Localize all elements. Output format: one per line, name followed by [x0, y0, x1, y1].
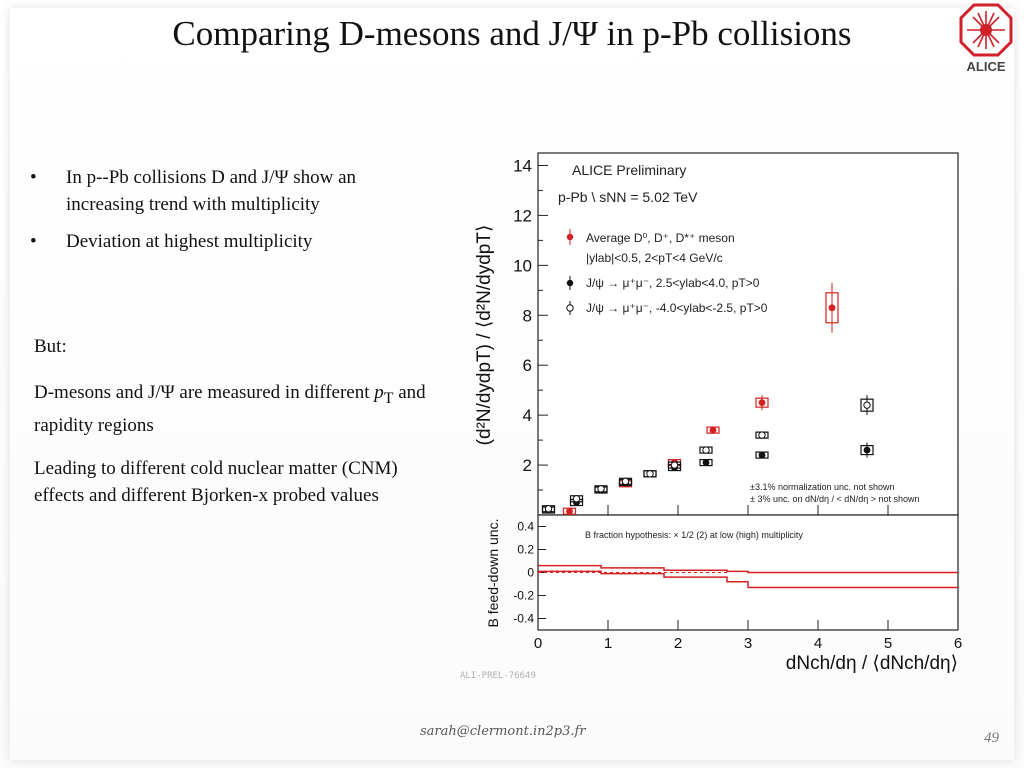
open-marker	[670, 461, 679, 469]
footer-email: sarah@clermont.in2p3.fr	[420, 724, 586, 739]
data-point	[699, 458, 713, 467]
alice-logo-icon: ALICE	[959, 3, 1013, 74]
y-tick-label: 14	[513, 156, 532, 175]
y-tick-label: 2	[523, 456, 532, 475]
legend-label-d-meson: Average D⁰, D⁺, D*⁺ meson	[586, 231, 735, 245]
chart-legend: Average D⁰, D⁺, D*⁺ meson |ylab|<0.5, 2<…	[566, 229, 768, 315]
pt-subscript: T	[383, 389, 394, 407]
but-label: But:	[34, 336, 67, 357]
filled-marker	[702, 459, 710, 466]
data-point	[618, 477, 633, 485]
x-tick-label: 0	[534, 635, 542, 652]
open-marker	[863, 401, 871, 409]
open-marker	[702, 446, 710, 454]
open-marker	[544, 505, 553, 513]
logo-text: ALICE	[967, 59, 1006, 74]
data-point	[699, 446, 713, 454]
main-y-axis-label: (d²N/dydpT) / ⟨d²N/dydpT⟩	[474, 225, 495, 446]
bullet-list: • In p--Pb collisions D and J/Ψ show an …	[30, 164, 430, 265]
feeddown-lines	[538, 564, 958, 589]
lower-y-axis-label: B feed-down unc.	[485, 519, 501, 628]
data-point	[755, 431, 769, 439]
bullet-text: Deviation at highest multiplicity	[66, 231, 313, 252]
dndeta-uncertainty-note: ± 3% unc. on dN/dη / < dN/dη > not shown	[750, 494, 920, 504]
lower-y-tick-label: 0	[527, 566, 534, 580]
lower-y-tick-label: -0.4	[513, 612, 534, 626]
data-point	[667, 461, 682, 469]
filled-marker	[709, 426, 717, 434]
filled-marker	[828, 304, 836, 312]
filled-marker	[758, 399, 766, 407]
data-point	[755, 451, 769, 459]
data-points	[541, 282, 874, 515]
lower-y-tick-label: -0.2	[513, 589, 534, 603]
y-tick-label: 8	[523, 306, 532, 325]
data-point	[594, 485, 608, 493]
x-tick-label: 4	[814, 635, 822, 652]
data-point	[643, 470, 657, 478]
systematic-box	[825, 292, 839, 324]
paragraph-measurement-regions: D-mesons and J/Ψ are measured in differe…	[34, 379, 434, 439]
legend-label-jpsi-forward: J/ψ → μ⁺μ⁻, 2.5<ylab<4.0, pT>0	[586, 276, 760, 290]
x-tick-label: 2	[674, 635, 682, 652]
data-point	[562, 507, 577, 515]
x-tick-label: 5	[884, 635, 892, 652]
paragraph-cnm-effects: Leading to different cold nuclear matter…	[34, 458, 398, 506]
main-plot-frame	[537, 152, 959, 516]
data-point	[860, 442, 874, 458]
page-number: 49	[984, 730, 999, 746]
systematic-box	[755, 397, 769, 408]
bullet-symbol: •	[30, 231, 37, 252]
normalization-note: ±3.1% normalization unc. not shown	[750, 482, 895, 492]
bullet-text: In p--Pb collisions D and J/Ψ show an in…	[66, 167, 357, 215]
x-axis-label: dNch/dη / ⟨dNch/dη⟩	[786, 653, 958, 674]
reference-label: ALI-PREL-76649	[460, 671, 536, 681]
bullet-symbol: •	[30, 167, 37, 188]
lower-y-tick-label: 0.2	[517, 543, 534, 557]
filled-marker	[863, 446, 871, 454]
data-point	[541, 505, 556, 513]
y-tick-label: 4	[523, 406, 532, 425]
lower-axes: 0.40.20-0.2-0.40 1 2 3 4 5 6	[513, 505, 962, 652]
data-point	[755, 395, 769, 411]
legend-marker-d-meson	[566, 229, 574, 245]
x-tick-label: 3	[744, 635, 752, 652]
data-point	[569, 495, 584, 503]
bullet-item: • Deviation at highest multiplicity	[30, 228, 430, 255]
slide-title: Comparing D-mesons and J/Ψ in p-Pb colli…	[172, 14, 852, 53]
systematic-box	[860, 444, 874, 456]
para1-prefix: D-mesons and J/Ψ are measured in differe…	[34, 382, 375, 403]
data-point	[706, 426, 720, 434]
b-fraction-annotation: B fraction hypothesis: × 1/2 (2) at low …	[585, 530, 803, 540]
filled-marker	[566, 507, 573, 515]
main-y-axis: 2 4 6 8 10 12 14	[513, 156, 548, 491]
filled-marker	[758, 451, 766, 459]
collision-system-label: p-Pb \ sNN = 5.02 TeV	[558, 189, 698, 205]
alice-preliminary-label: ALICE Preliminary	[572, 162, 686, 178]
open-marker	[758, 431, 766, 439]
y-tick-label: 6	[523, 356, 532, 375]
y-tick-label: 10	[513, 256, 532, 275]
legend-sublabel-d-meson: |ylab|<0.5, 2<pT<4 GeV/c	[586, 251, 723, 265]
data-point	[860, 395, 874, 416]
open-marker	[597, 485, 605, 493]
para1-suffix: and rapidity regions	[34, 382, 426, 436]
x-tick-label: 1	[604, 635, 612, 652]
open-marker	[572, 495, 581, 503]
open-marker	[646, 470, 654, 478]
y-tick-label: 12	[513, 206, 532, 225]
pt-symbol: p	[374, 382, 384, 403]
legend-marker-jpsi-forward	[566, 276, 574, 290]
systematic-box	[860, 398, 874, 412]
legend-label-jpsi-backward: J/ψ → μ⁺μ⁻, -4.0<ylab<-2.5, pT>0	[586, 301, 768, 315]
lower-y-tick-label: 0.4	[517, 520, 534, 534]
legend-marker-jpsi-backward	[566, 301, 574, 315]
x-tick-label: 6	[954, 635, 962, 652]
bullet-item: • In p--Pb collisions D and J/Ψ show an …	[30, 164, 430, 218]
data-point	[825, 282, 839, 333]
feeddown-uncertainty-line	[538, 564, 958, 574]
open-marker	[621, 477, 630, 485]
